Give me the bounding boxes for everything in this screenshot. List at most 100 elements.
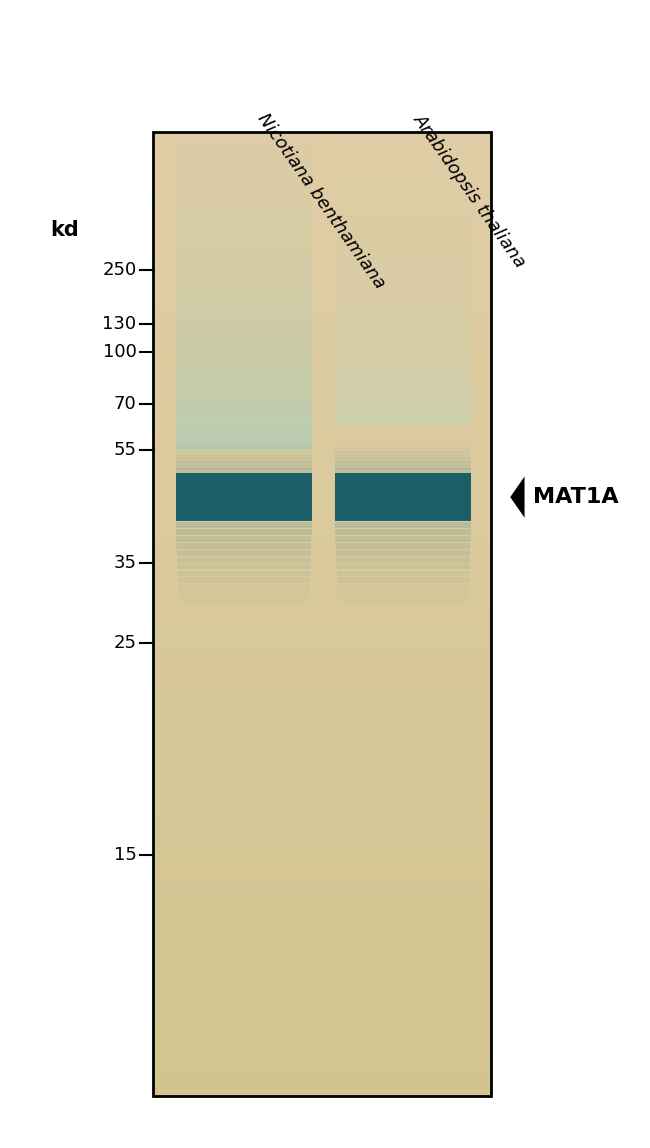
- Bar: [153, 356, 491, 358]
- Bar: [176, 297, 312, 298]
- Text: 100: 100: [103, 343, 136, 362]
- Bar: [153, 1039, 491, 1041]
- Bar: [176, 321, 312, 323]
- Bar: [176, 265, 312, 267]
- Bar: [176, 381, 312, 383]
- Bar: [153, 995, 491, 998]
- Bar: [153, 1015, 491, 1017]
- Bar: [153, 452, 491, 455]
- Bar: [176, 277, 312, 278]
- Bar: [176, 305, 312, 307]
- Bar: [176, 379, 312, 380]
- Bar: [176, 264, 312, 265]
- Bar: [153, 441, 491, 443]
- Bar: [176, 285, 312, 286]
- Bar: [337, 571, 469, 576]
- Bar: [176, 187, 312, 189]
- Bar: [153, 439, 491, 441]
- Bar: [335, 325, 471, 327]
- Bar: [335, 300, 471, 302]
- Bar: [153, 858, 491, 860]
- Bar: [176, 289, 312, 292]
- Bar: [176, 326, 312, 327]
- Bar: [335, 408, 471, 409]
- Bar: [153, 189, 491, 192]
- Bar: [153, 726, 491, 728]
- Bar: [153, 906, 491, 908]
- Bar: [153, 228, 491, 231]
- Bar: [153, 421, 491, 424]
- Bar: [153, 667, 491, 669]
- Bar: [335, 224, 471, 226]
- Bar: [337, 584, 469, 590]
- Bar: [153, 720, 491, 723]
- Bar: [153, 137, 491, 139]
- Bar: [176, 218, 312, 219]
- Bar: [153, 771, 491, 774]
- Bar: [153, 369, 491, 371]
- Bar: [153, 899, 491, 901]
- Bar: [176, 219, 312, 222]
- Bar: [176, 132, 312, 133]
- Bar: [335, 400, 471, 402]
- Bar: [153, 807, 491, 809]
- Bar: [335, 419, 471, 421]
- Bar: [153, 286, 491, 289]
- Bar: [153, 636, 491, 638]
- Text: 55: 55: [114, 441, 136, 459]
- Bar: [176, 522, 312, 528]
- Bar: [176, 428, 312, 429]
- Bar: [335, 257, 471, 259]
- Bar: [153, 354, 491, 356]
- Bar: [153, 235, 491, 238]
- Bar: [176, 397, 312, 400]
- Bar: [176, 385, 312, 387]
- Bar: [153, 479, 491, 482]
- Bar: [153, 794, 491, 798]
- Bar: [153, 450, 491, 452]
- Bar: [153, 530, 491, 533]
- Bar: [335, 220, 471, 222]
- Bar: [153, 132, 491, 1096]
- Bar: [153, 672, 491, 675]
- Bar: [153, 732, 491, 735]
- Bar: [335, 149, 471, 152]
- Bar: [335, 157, 471, 160]
- Bar: [153, 557, 491, 559]
- Bar: [153, 838, 491, 840]
- Bar: [153, 792, 491, 794]
- Text: 70: 70: [114, 395, 136, 413]
- Bar: [153, 351, 491, 354]
- Bar: [335, 422, 471, 425]
- Bar: [153, 894, 491, 897]
- Bar: [153, 1089, 491, 1092]
- Bar: [153, 1017, 491, 1019]
- Bar: [153, 1022, 491, 1024]
- Bar: [153, 139, 491, 141]
- Bar: [176, 152, 312, 153]
- Bar: [153, 289, 491, 292]
- Bar: [176, 536, 311, 542]
- Text: 130: 130: [103, 315, 136, 333]
- Bar: [335, 317, 471, 319]
- Bar: [153, 342, 491, 344]
- Bar: [153, 204, 491, 207]
- Bar: [153, 318, 491, 320]
- Bar: [153, 501, 491, 503]
- Bar: [335, 416, 471, 417]
- Bar: [153, 1094, 491, 1096]
- Bar: [153, 921, 491, 923]
- Bar: [335, 405, 471, 408]
- Bar: [153, 255, 491, 257]
- Bar: [153, 882, 491, 884]
- Bar: [335, 160, 471, 161]
- Bar: [335, 134, 471, 135]
- Bar: [153, 171, 491, 173]
- Bar: [153, 855, 491, 858]
- Bar: [153, 426, 491, 428]
- Bar: [153, 964, 491, 967]
- Bar: [153, 987, 491, 991]
- Bar: [335, 305, 471, 308]
- Bar: [335, 171, 471, 173]
- Bar: [176, 144, 312, 145]
